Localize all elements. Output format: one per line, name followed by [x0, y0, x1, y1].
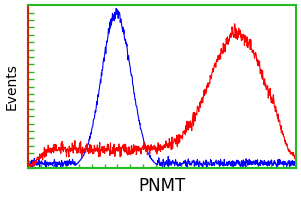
Y-axis label: Events: Events — [5, 63, 19, 110]
X-axis label: PNMT: PNMT — [138, 177, 186, 195]
